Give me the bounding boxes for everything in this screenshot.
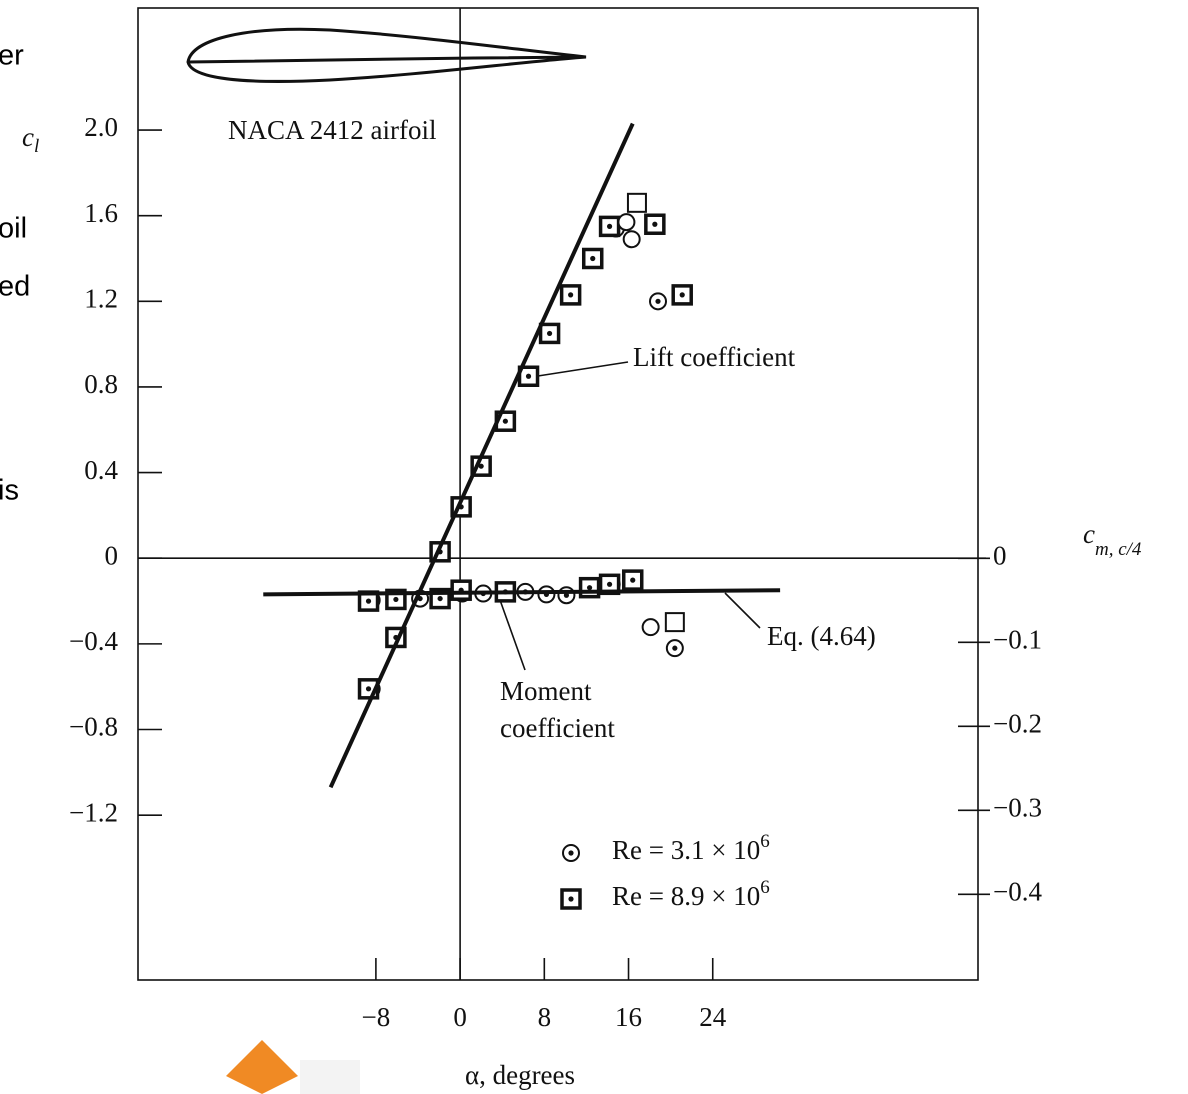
marker-ring (641, 618, 660, 637)
logo-shadow (300, 1060, 360, 1094)
airfoil-label: NACA 2412 airfoil (228, 115, 437, 145)
data-point (538, 322, 561, 345)
x-axis-label: α, degrees (465, 1060, 575, 1090)
marker-dot (652, 221, 658, 227)
y-tick-label: −0.4 (69, 626, 118, 656)
y2-tick-label: −0.3 (993, 793, 1042, 823)
data-point (537, 585, 556, 604)
marker-box (626, 192, 647, 213)
marker-dot (630, 577, 636, 583)
data-point (641, 618, 660, 637)
fit-line (263, 588, 781, 597)
legend-marker (560, 888, 582, 910)
data-point (622, 230, 641, 249)
legend-sup: 6 (760, 831, 770, 852)
airfoil-shape (186, 27, 587, 83)
marker-dot (655, 298, 661, 304)
x-tick-label: 24 (699, 1002, 727, 1032)
data-point (671, 284, 693, 306)
y-axis-label: cl (22, 122, 39, 157)
data-point (665, 639, 684, 658)
data-point (578, 576, 601, 599)
y-tick-label: 1.2 (84, 284, 118, 314)
marker-dot (546, 330, 553, 337)
marker-dot (586, 585, 593, 591)
marker-dot (365, 686, 372, 692)
y-tick-label: 2.0 (84, 112, 118, 142)
x-tick-label: 8 (538, 1002, 552, 1032)
marker-dot (568, 850, 574, 856)
data-point (581, 247, 604, 270)
data-point (644, 213, 666, 235)
leader-line (724, 592, 761, 629)
marker-dot (478, 463, 484, 469)
legend-label: Re = 8.9 × 106 (612, 877, 770, 911)
y-tick-label: 1.6 (84, 198, 118, 228)
y2-tick-label: −0.1 (993, 624, 1042, 654)
marker-dot (679, 292, 685, 298)
y-tick-label: −1.2 (69, 797, 118, 827)
marker-ring (622, 230, 641, 249)
moment-label: Moment (500, 676, 592, 706)
y-tick-label: 0.8 (84, 369, 118, 399)
y-tick-label: −0.8 (69, 712, 118, 742)
moment-label: coefficient (500, 713, 615, 743)
leader-line (499, 599, 526, 671)
marker-ring (617, 213, 636, 232)
y2-tick-label: −0.2 (993, 708, 1042, 738)
logo (226, 1040, 298, 1094)
y2-tick-label: 0 (993, 540, 1007, 570)
cropped-text: oil (0, 213, 27, 245)
data-point (557, 586, 576, 605)
cropped-text: ed (0, 271, 30, 303)
y-tick-label: 0 (105, 540, 119, 570)
data-point (598, 215, 621, 238)
marker-dot (502, 418, 508, 424)
data-point (664, 612, 685, 633)
x-tick-label: 0 (453, 1002, 467, 1032)
marker-dot (672, 645, 678, 651)
data-point (621, 569, 644, 591)
data-point (559, 284, 582, 306)
y2-axis-label: cm, c/4 (1083, 519, 1142, 560)
marker-dot (606, 581, 613, 587)
y-tick-label: 0.4 (84, 455, 118, 485)
leader-line (524, 361, 629, 379)
legend-sup: 6 (760, 877, 770, 898)
data-point (649, 292, 667, 311)
y2-tick-label: −0.4 (993, 877, 1042, 907)
legend-text: Re = 8.9 × 10 (612, 881, 760, 911)
legend-marker (562, 844, 580, 862)
marker-dot (365, 598, 372, 604)
marker-dot (568, 292, 574, 298)
data-point (617, 213, 636, 232)
marker-dot (568, 896, 574, 902)
cropped-text: is (0, 475, 19, 507)
plot-frame (137, 7, 979, 981)
equation-label: Eq. (4.64) (767, 621, 876, 651)
marker-dot (393, 596, 399, 603)
legend-label: Re = 3.1 × 106 (612, 831, 770, 865)
marker-dot (525, 373, 532, 379)
cropped-slide-text: er oil ed is (0, 40, 30, 507)
marker-dot (437, 595, 443, 602)
marker-dot (590, 255, 596, 262)
data-point (626, 192, 647, 213)
marker-dot (606, 223, 613, 229)
marker-box (664, 612, 685, 633)
cropped-text: er (0, 40, 24, 72)
data-point (450, 579, 472, 601)
x-tick-label: −8 (362, 1002, 391, 1032)
x-tick-label: 16 (615, 1002, 642, 1032)
fit-line (328, 122, 635, 789)
lift-label: Lift coefficient (633, 342, 796, 372)
legend-text: Re = 3.1 × 10 (612, 835, 760, 865)
